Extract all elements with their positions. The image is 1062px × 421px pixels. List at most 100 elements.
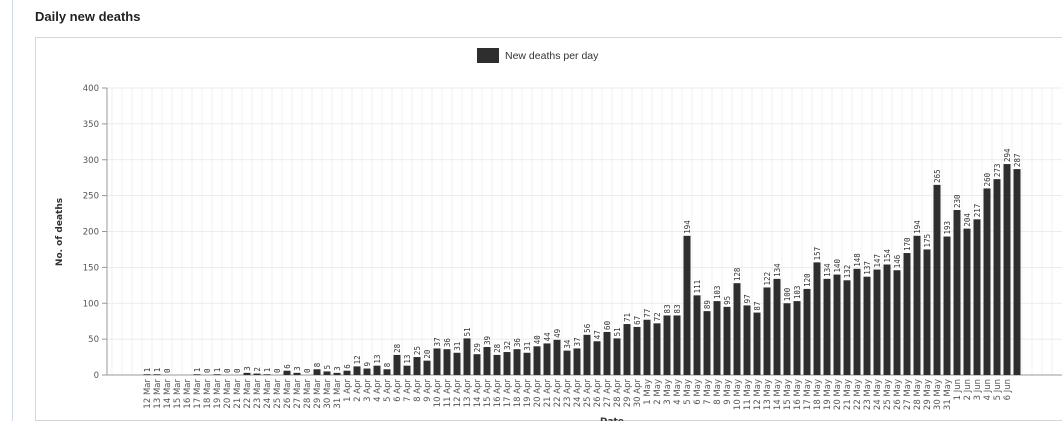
x-tick-label: 19 Mar bbox=[213, 379, 223, 409]
x-tick-label: 24 May bbox=[873, 379, 883, 410]
bar bbox=[283, 370, 291, 375]
x-tick-label: 19 May bbox=[823, 379, 833, 410]
x-tick-label: 3 Apr bbox=[363, 379, 373, 402]
bar bbox=[413, 357, 421, 375]
bar-value-label: 134 bbox=[823, 263, 832, 277]
bar bbox=[913, 235, 921, 375]
bar-value-label: 217 bbox=[973, 204, 982, 218]
x-tick-label: 10 May bbox=[733, 379, 743, 410]
bar bbox=[783, 303, 791, 375]
y-axis-label: No. of deaths bbox=[55, 198, 65, 266]
bar bbox=[973, 219, 981, 375]
bar bbox=[843, 280, 851, 375]
bar-value-label: 40 bbox=[533, 335, 542, 345]
bar-value-label: 0 bbox=[273, 368, 282, 373]
bar-value-label: 294 bbox=[1003, 148, 1012, 162]
x-tick-label: 2 May bbox=[653, 379, 663, 405]
x-tick-label: 13 May bbox=[763, 379, 773, 410]
bar-value-label: 13 bbox=[373, 355, 382, 364]
bar bbox=[143, 374, 151, 375]
bar-value-label: 122 bbox=[763, 272, 772, 286]
x-tick-label: 6 May bbox=[693, 379, 703, 405]
x-tick-label: 27 Apr bbox=[603, 379, 613, 408]
x-tick-label: 12 Apr bbox=[453, 379, 463, 408]
x-tick-label: 30 Apr bbox=[633, 379, 643, 408]
x-tick-label: 24 Apr bbox=[573, 379, 583, 408]
x-tick-label: 29 Mar bbox=[313, 379, 323, 409]
bar-value-label: 51 bbox=[463, 327, 472, 336]
x-tick-label: 20 Mar bbox=[223, 379, 233, 409]
bar-value-label: 132 bbox=[843, 265, 852, 279]
x-tick-label: 16 Apr bbox=[493, 379, 503, 408]
x-tick-label: 12 May bbox=[753, 379, 763, 410]
bar-value-label: 8 bbox=[383, 362, 392, 367]
x-tick-label: 6 Jun bbox=[1003, 379, 1013, 400]
bar bbox=[773, 278, 781, 375]
bar-value-label: 25 bbox=[413, 346, 422, 355]
bar-value-label: 6 bbox=[343, 364, 352, 369]
x-tick-label: 5 Apr bbox=[383, 379, 393, 402]
bar bbox=[683, 235, 691, 375]
bar bbox=[743, 305, 751, 375]
bar-value-label: 120 bbox=[803, 273, 812, 287]
bar-value-label: 1 bbox=[263, 368, 272, 373]
x-tick-label: 20 May bbox=[833, 379, 843, 410]
x-tick-label: 4 May bbox=[673, 379, 683, 405]
bar-value-label: 12 bbox=[353, 355, 362, 364]
x-tick-label: 25 May bbox=[883, 379, 893, 410]
x-tick-label: 12 Mar bbox=[143, 379, 153, 409]
left-border-rule bbox=[12, 0, 13, 421]
x-tick-label: 9 May bbox=[723, 379, 733, 405]
bar-value-label: 13 bbox=[403, 355, 412, 364]
x-tick-label: 27 May bbox=[903, 379, 913, 410]
x-tick-label: 22 Apr bbox=[553, 379, 563, 408]
x-tick-label: 13 Mar bbox=[153, 379, 163, 409]
bar-value-label: 8 bbox=[313, 362, 322, 367]
x-tick-label: 16 Mar bbox=[183, 379, 193, 409]
bar-value-label: 0 bbox=[303, 368, 312, 373]
y-tick-label: 50 bbox=[88, 335, 99, 345]
x-tick-label: 11 Apr bbox=[443, 379, 453, 408]
x-tick-label: 26 May bbox=[893, 379, 903, 410]
bar-value-label: 0 bbox=[163, 368, 172, 373]
bar-value-label: 103 bbox=[793, 286, 802, 300]
x-tick-label: 31 Mar bbox=[333, 379, 343, 409]
bar bbox=[403, 365, 411, 375]
bar bbox=[553, 339, 561, 375]
bar-value-label: 128 bbox=[733, 267, 742, 281]
bar bbox=[633, 326, 641, 375]
bar-value-label: 5 bbox=[323, 365, 332, 370]
x-tick-label: 26 Mar bbox=[283, 379, 293, 409]
bar-value-label: 95 bbox=[723, 296, 732, 305]
x-tick-label: 25 Mar bbox=[273, 379, 283, 409]
x-tick-label: 29 Apr bbox=[623, 379, 633, 408]
bar bbox=[443, 349, 451, 375]
x-tick-label: 2 Jun bbox=[963, 379, 973, 400]
bar bbox=[563, 350, 571, 375]
x-tick-label: 23 May bbox=[863, 379, 873, 410]
bar-value-label: 230 bbox=[953, 194, 962, 208]
bar bbox=[753, 312, 761, 375]
x-tick-label: 19 Apr bbox=[523, 379, 533, 408]
bar bbox=[343, 370, 351, 375]
bar-value-label: 260 bbox=[983, 172, 992, 186]
bar bbox=[1013, 169, 1021, 375]
bar bbox=[893, 270, 901, 375]
x-tick-label: 11 May bbox=[743, 379, 753, 410]
bar bbox=[323, 371, 331, 375]
x-tick-label: 7 Apr bbox=[403, 379, 413, 402]
bar bbox=[703, 311, 711, 375]
x-tick-label: 3 May bbox=[663, 379, 673, 405]
bar bbox=[653, 323, 661, 375]
bar bbox=[833, 274, 841, 375]
bar bbox=[433, 348, 441, 375]
bar-value-label: 89 bbox=[703, 300, 712, 309]
x-tick-label: 22 Mar bbox=[243, 379, 253, 409]
x-tick-label: 23 Apr bbox=[563, 379, 573, 408]
y-tick-label: 350 bbox=[83, 120, 99, 130]
bar bbox=[993, 179, 1001, 375]
x-tick-label: 30 Mar bbox=[323, 379, 333, 409]
bar-value-label: 0 bbox=[233, 368, 242, 373]
bar bbox=[823, 278, 831, 375]
bar-value-label: 71 bbox=[623, 313, 632, 322]
